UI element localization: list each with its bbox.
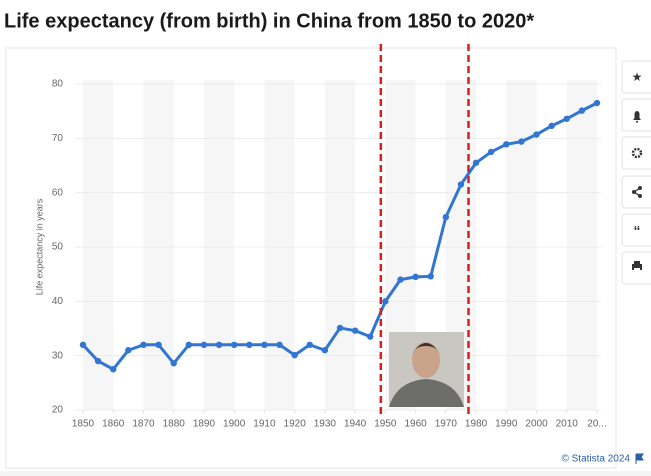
x-tick-label: 1980 (465, 419, 488, 430)
bell-icon (633, 111, 641, 123)
point (518, 138, 525, 145)
settings-button[interactable] (621, 136, 651, 170)
plot: 20 30 40 50 60 70 80 1850 1860 1870 1880 1890 1900 19… (52, 79, 607, 430)
point (110, 366, 117, 373)
x-tick-label: 2010 (556, 419, 579, 430)
point (140, 341, 147, 348)
portrait (389, 332, 464, 407)
gear-icon (631, 147, 643, 159)
x-tick-label: 1850 (72, 419, 95, 430)
x-tick-label: 1900 (223, 419, 246, 430)
side-toolbar: ★ “ (621, 60, 651, 285)
point (412, 273, 419, 281)
share-dot (638, 186, 642, 190)
point (125, 347, 132, 354)
point (336, 324, 344, 332)
y-tick-label: 60 (52, 187, 64, 198)
point (548, 122, 555, 130)
x-tick-label: 1950 (374, 419, 397, 430)
y-tick-label: 30 (52, 350, 64, 361)
x-tick-label: 1920 (284, 419, 307, 430)
point (155, 341, 162, 348)
x-tick-label: 20... (587, 419, 606, 430)
y-tick-label: 80 (52, 79, 64, 90)
portrait-face (412, 342, 440, 378)
y-tick-label: 40 (52, 296, 64, 307)
point (246, 341, 253, 348)
print-icon (632, 261, 642, 270)
y-tick-label: 20 (52, 405, 64, 416)
point (442, 213, 450, 221)
x-tick-label: 1940 (344, 419, 367, 430)
point (578, 107, 586, 114)
x-tick-label: 1910 (253, 419, 276, 430)
point (367, 333, 374, 340)
point (230, 341, 238, 348)
source: © Statista 2024 (561, 454, 630, 465)
star-icon: ★ (632, 70, 643, 84)
y-axis-label: Life expectancy in years (34, 198, 44, 295)
portrait-hair (412, 343, 440, 354)
flag-icon[interactable] (635, 453, 644, 464)
y-tick-label: 70 (52, 133, 64, 144)
band (566, 80, 597, 410)
point (170, 360, 177, 367)
x-tick-label: 1880 (163, 419, 186, 430)
share-dot (638, 194, 642, 198)
portrait-body (389, 379, 464, 407)
share-dot (632, 190, 636, 194)
cite-button[interactable] (621, 213, 651, 247)
share-button[interactable] (621, 175, 651, 209)
point (306, 341, 313, 348)
x-tick-label: 1970 (435, 419, 458, 430)
point (427, 273, 434, 280)
band (83, 80, 114, 410)
point (533, 131, 540, 138)
print-paper (634, 268, 640, 271)
band (203, 80, 235, 410)
point (215, 341, 223, 348)
star-button[interactable] (621, 60, 651, 94)
x-tick-label: 1870 (132, 419, 155, 430)
band (143, 80, 174, 410)
point (200, 341, 208, 348)
point (185, 341, 193, 348)
x-tick-label: 1860 (102, 419, 125, 430)
point (487, 148, 495, 156)
point (503, 141, 510, 148)
point (457, 181, 465, 188)
point (397, 276, 404, 283)
point (321, 347, 329, 354)
point (382, 298, 389, 305)
point (291, 351, 298, 359)
x-tick-label: 1890 (193, 419, 216, 430)
point (563, 115, 570, 122)
point (94, 357, 102, 365)
x-tick-label: 1990 (495, 419, 518, 430)
x-tick-label: 2000 (525, 419, 548, 430)
point (261, 341, 268, 348)
band (506, 80, 537, 410)
quote-icon: “ (634, 223, 641, 239)
point (79, 341, 87, 348)
point (351, 327, 359, 334)
point (276, 341, 283, 348)
x-tick-label: 1930 (314, 419, 337, 430)
point (593, 99, 601, 107)
y-tick-label: 50 (52, 242, 64, 253)
x-tick-label: 1960 (404, 419, 427, 430)
band (264, 80, 295, 410)
point (472, 159, 480, 166)
band (324, 80, 356, 410)
chart-title: Life expectancy (from birth) in China fr… (4, 10, 534, 32)
